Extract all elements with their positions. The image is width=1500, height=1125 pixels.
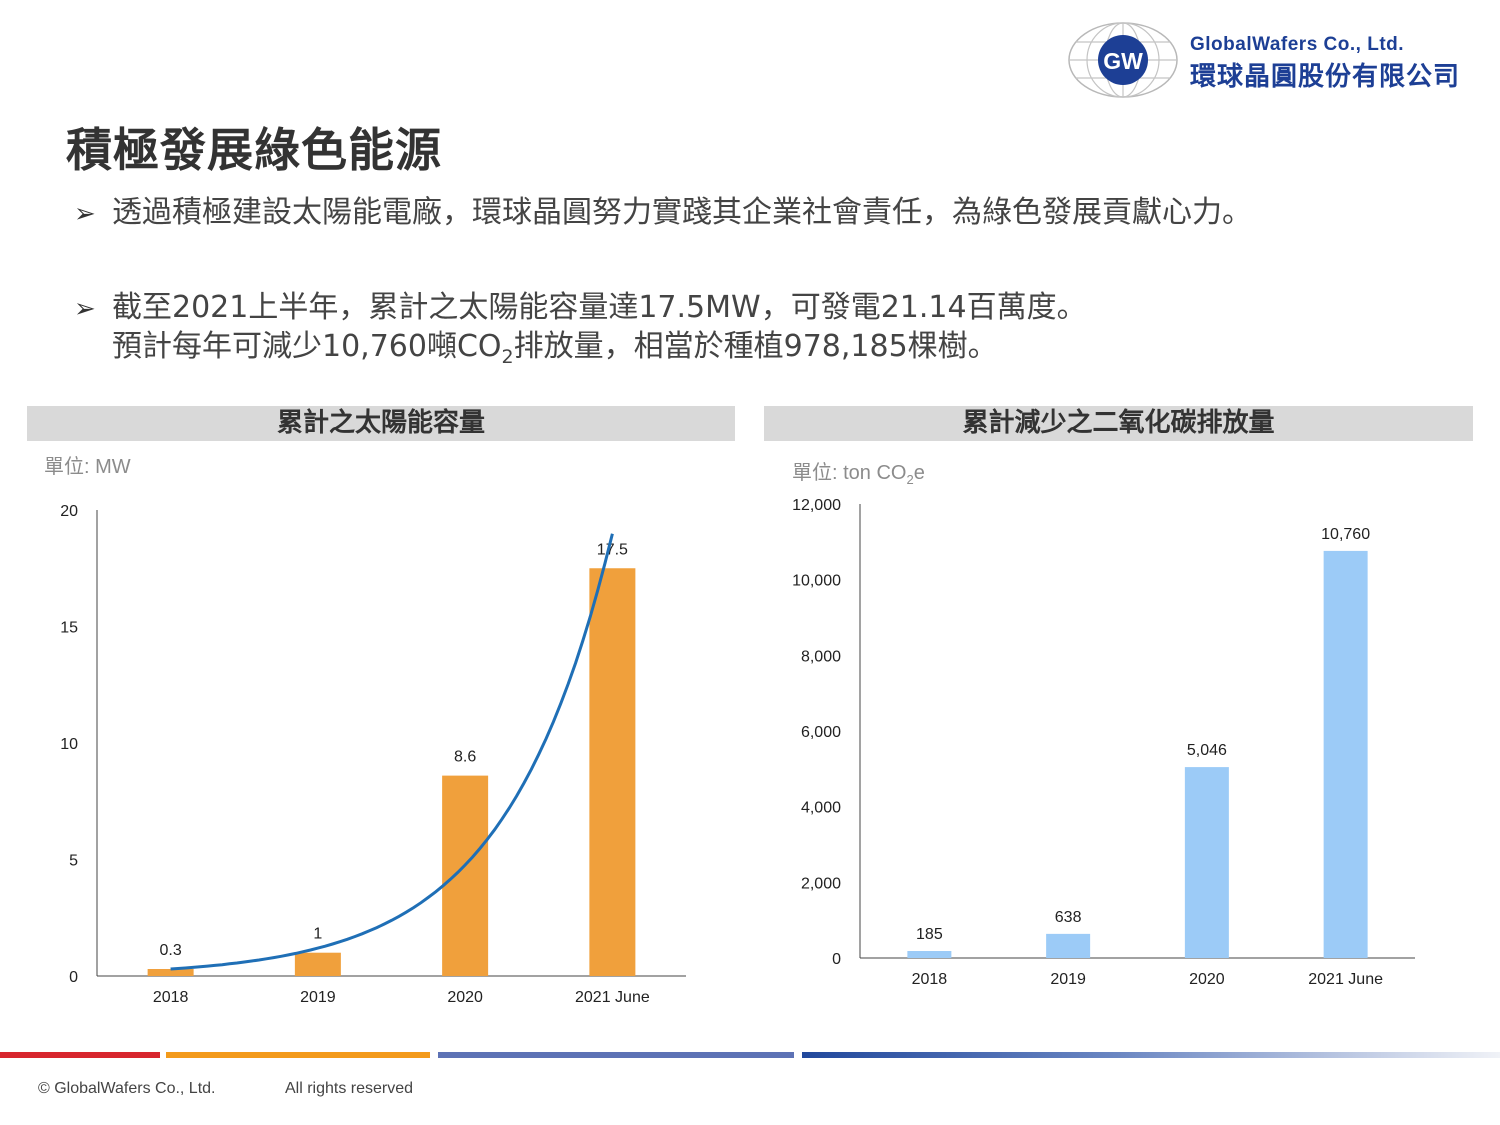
y-tick-label: 10,000 <box>792 573 841 590</box>
logo-name-en: GlobalWafers Co., Ltd. <box>1190 34 1405 55</box>
x-tick-label: 2021 June <box>575 989 650 1006</box>
data-label: 638 <box>1055 909 1082 926</box>
bullet-1: ➢ 透過積極建設太陽能電廠，環球晶圓努力實踐其企業社會責任，為綠色發展貢獻心力。 <box>74 194 1252 233</box>
bar <box>294 952 341 976</box>
y-tick-label: 6,000 <box>801 724 841 741</box>
x-tick-label: 2021 June <box>1308 971 1383 988</box>
company-logo: GW GlobalWafers Co., Ltd. 環球晶圓股份有限公司 <box>1066 20 1459 100</box>
footer-bar-orange <box>166 1052 430 1058</box>
x-tick-label: 2020 <box>447 989 483 1006</box>
y-tick-label: 20 <box>60 503 78 520</box>
footer-bar-blue <box>438 1052 794 1058</box>
solar-capacity-chart: 0 5 10 15 20 0.3 2018 1 2019 8.6 2020 17.5 2021 June <box>60 503 686 1006</box>
data-label: 185 <box>916 926 943 943</box>
bar <box>907 951 952 958</box>
trend-line <box>170 533 614 971</box>
data-label: 0.3 <box>160 942 182 959</box>
data-label: 1 <box>313 926 322 943</box>
y-tick-label: 15 <box>60 620 78 637</box>
y-tick-label: 8,000 <box>801 648 841 665</box>
y-tick-label: 0 <box>69 969 78 986</box>
data-label: 10,760 <box>1321 526 1370 543</box>
y-tick-label: 10 <box>60 736 78 753</box>
footer-rights: All rights reserved <box>285 1080 414 1097</box>
x-tick-label: 2020 <box>1189 971 1225 988</box>
bullet-2-line-2: 預計每年可減少10,760噸CO2排放量，相當於種植978,185棵樹。 <box>112 329 998 368</box>
logo-name-zh: 環球晶圓股份有限公司 <box>1190 62 1461 92</box>
bullet-2: ➢ 截至2021上半年，累計之太陽能容量達17.5MW，可發電21.14百萬度。 … <box>74 289 1087 376</box>
page-title: 積極發展綠色能源 <box>66 123 442 177</box>
chart-2-title: 累計減少之二氧化碳排放量 <box>764 406 1473 441</box>
y-tick-label: 0 <box>832 951 841 968</box>
x-tick-label: 2018 <box>912 971 948 988</box>
bar <box>1046 933 1091 958</box>
y-tick-label: 5 <box>69 853 78 870</box>
arrow-bullet-icon: ➢ <box>74 199 96 229</box>
globe-icon: GW <box>1068 22 1178 98</box>
logo-badge: GW <box>1103 48 1143 74</box>
bar <box>589 568 636 976</box>
y-tick-label: 4,000 <box>801 800 841 817</box>
chart-2-unit: 單位: ton CO2e <box>792 462 925 487</box>
bar <box>1184 767 1229 958</box>
footer-copyright: © GlobalWafers Co., Ltd. <box>38 1080 216 1097</box>
arrow-bullet-icon: ➢ <box>74 294 96 324</box>
bullet-2-line-1: 截至2021上半年，累計之太陽能容量達17.5MW，可發電21.14百萬度。 <box>112 290 1087 325</box>
co2-reduction-chart: 0 2,000 4,000 6,000 8,000 10,000 12,000 185 2018… <box>792 497 1415 988</box>
x-tick-label: 2019 <box>300 989 336 1006</box>
footer-bar-red <box>0 1052 160 1058</box>
bullet-1-text: 透過積極建設太陽能電廠，環球晶圓努力實踐其企業社會責任，為綠色發展貢獻心力。 <box>112 195 1252 230</box>
y-tick-label: 2,000 <box>801 875 841 892</box>
chart-1-title: 累計之太陽能容量 <box>27 406 735 441</box>
data-label: 17.5 <box>597 541 628 558</box>
x-tick-label: 2019 <box>1050 971 1086 988</box>
data-label: 8.6 <box>454 749 476 766</box>
data-label: 5,046 <box>1187 742 1227 759</box>
bar <box>1323 550 1368 958</box>
bar <box>147 969 194 976</box>
x-tick-label: 2018 <box>153 989 189 1006</box>
y-tick-label: 12,000 <box>792 497 841 514</box>
footer-bar-gradient <box>802 1052 1500 1058</box>
chart-1-unit: 單位: MW <box>44 456 131 478</box>
bar <box>442 775 489 976</box>
